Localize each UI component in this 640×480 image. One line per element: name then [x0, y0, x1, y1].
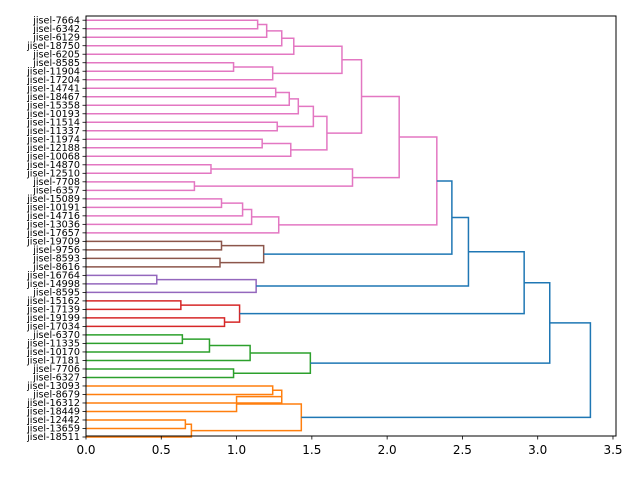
leaf-label: jisel-17139	[26, 305, 80, 316]
leaf-label: jisel-10068	[26, 151, 80, 162]
link-brown	[220, 244, 265, 264]
link-m2	[86, 389, 283, 404]
leaf-label: jisel-12188	[26, 143, 80, 154]
link-m3	[86, 395, 282, 413]
leaf-label: jisel-14998	[26, 279, 80, 290]
x-tick-label: 2.0	[378, 443, 397, 457]
link-h1	[86, 240, 223, 251]
leaf-label: jisel-15089	[26, 194, 80, 205]
x-tick-label: 1.0	[227, 443, 246, 457]
leaf-label: jisel-8595	[32, 288, 80, 299]
link-purple	[86, 278, 257, 294]
leaf-labels: jisel-7664jisel-6342jisel-6129jisel-1875…	[26, 15, 86, 443]
leaf-label: jisel-13036	[26, 220, 80, 231]
leaf-label: jisel-13659	[26, 424, 80, 435]
leaf-label: jisel-18467	[26, 92, 80, 103]
leaf-label: jisel-7664	[32, 15, 80, 26]
leaf-label: jisel-12442	[26, 415, 80, 426]
leaf-label: jisel-18511	[26, 432, 80, 443]
x-tick-label: 3.0	[528, 443, 547, 457]
leaf-label: jisel-11335	[26, 339, 80, 350]
leaf-label: jisel-7706	[32, 364, 80, 375]
leaf-label: jisel-16312	[26, 398, 80, 409]
leaf-label: jisel-16764	[26, 271, 80, 282]
leaf-label: jisel-6205	[32, 49, 80, 60]
leaf-label: jisel-9756	[32, 245, 80, 256]
leaf-label: jisel-8593	[32, 254, 80, 265]
link-n2	[256, 216, 470, 287]
leaf-label: jisel-8679	[32, 390, 80, 401]
leaf-label: jisel-13093	[26, 381, 80, 392]
leaf-label: jisel-15358	[26, 100, 80, 111]
x-tick-label: 3.5	[603, 443, 622, 457]
leaf-label: jisel-17657	[26, 228, 80, 239]
link-root	[301, 322, 592, 419]
link-d3	[290, 115, 328, 151]
plot-frame	[85, 15, 617, 437]
link-a4	[86, 37, 295, 55]
link-i1	[86, 274, 158, 285]
leaf-label: jisel-11974	[26, 134, 80, 145]
leaf-label: jisel-8616	[32, 262, 80, 273]
leaf-label: jisel-11904	[26, 66, 80, 77]
leaf-label: jisel-19199	[26, 313, 80, 324]
link-c2	[86, 91, 291, 107]
leaf-label: jisel-6342	[32, 24, 80, 35]
leaf-label: jisel-6327	[32, 373, 80, 384]
leaf-label: jisel-18750	[26, 41, 80, 52]
leaf-label: jisel-14870	[26, 160, 80, 171]
leaf-label: jisel-6357	[32, 186, 80, 197]
leaf-label: jisel-10193	[26, 109, 80, 120]
leaf-label: jisel-17181	[26, 356, 80, 367]
leaf-label: jisel-14741	[26, 83, 80, 94]
leaf-label: jisel-6370	[32, 330, 80, 341]
leaf-label: jisel-11514	[26, 117, 80, 128]
leaf-label: jisel-19709	[26, 237, 80, 248]
leaf-label: jisel-12510	[26, 169, 80, 180]
x-tick-label: 0.0	[76, 443, 95, 457]
x-tick-label: 1.5	[302, 443, 321, 457]
leaf-label: jisel-7708	[32, 177, 80, 188]
leaf-label: jisel-10191	[26, 203, 80, 214]
leaf-label: jisel-17204	[26, 75, 80, 86]
leaf-label: jisel-14716	[26, 211, 80, 222]
link-k3	[86, 344, 251, 362]
link-g4	[86, 216, 280, 234]
x-tick-label: 0.5	[152, 443, 171, 457]
leaf-label: jisel-10170	[26, 347, 80, 358]
x-tick-label: 2.5	[453, 443, 472, 457]
leaf-label: jisel-6129	[32, 32, 80, 43]
leaf-label: jisel-18449	[26, 407, 80, 418]
leaf-label: jisel-15162	[26, 296, 80, 307]
link-g1	[86, 198, 223, 209]
link-c3	[86, 98, 300, 115]
link-f2	[86, 181, 196, 192]
leaf-label: jisel-17034	[26, 322, 80, 333]
x-axis: 0.0 0.5 1.0 1.5 2.0 2.5 3.0 3.5	[76, 436, 623, 457]
link-n3	[239, 251, 525, 315]
leaf-label: jisel-11337	[26, 126, 80, 137]
leaf-label: jisel-8585	[32, 58, 80, 69]
dendrogram-links	[86, 19, 592, 438]
